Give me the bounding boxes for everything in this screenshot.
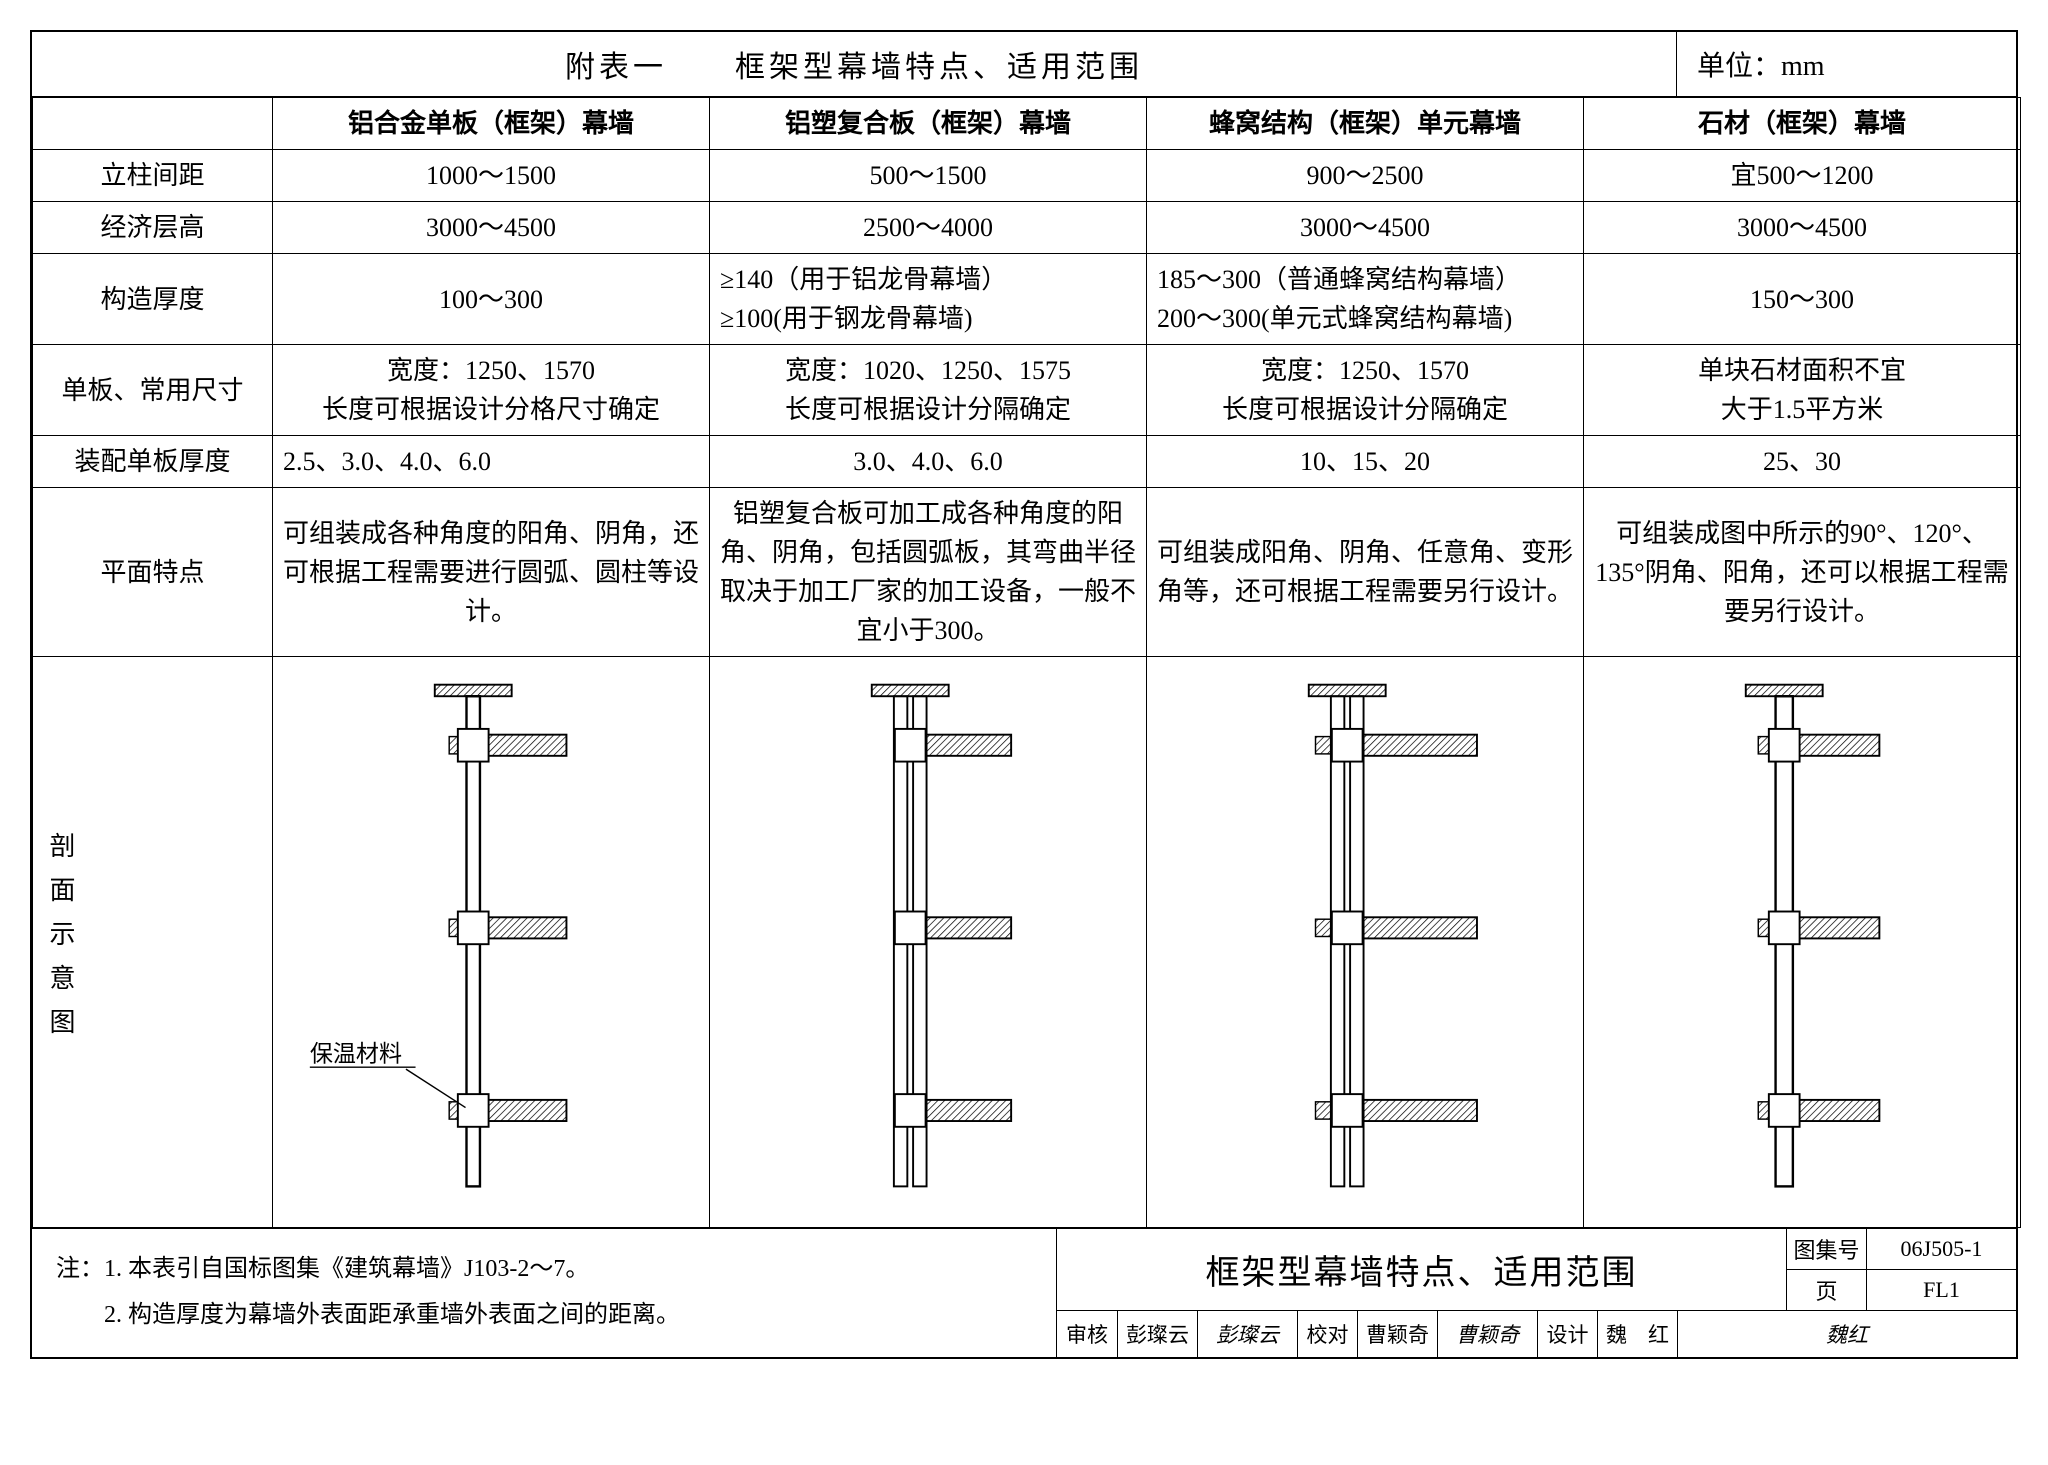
cell: 10、15、20 bbox=[1147, 436, 1584, 488]
approval-name: 魏 红 bbox=[1597, 1311, 1677, 1357]
cell: 可组装成图中所示的90°、120°、135°阴角、阳角，还可以根据工程需要另行设… bbox=[1584, 488, 2021, 657]
cell: 25、30 bbox=[1584, 436, 2021, 488]
row-label: 经济层高 bbox=[33, 202, 273, 254]
cell: 宽度：1250、1570 长度可根据设计分隔确定 bbox=[1147, 345, 1584, 436]
approval-role: 校对 bbox=[1297, 1311, 1357, 1357]
unit-label: 单位：mm bbox=[1676, 32, 2016, 96]
cell: 1000～1500 bbox=[273, 150, 710, 202]
cell: 铝塑复合板可加工成各种角度的阳角、阴角，包括圆弧板，其弯曲半径取决于加工厂家的加… bbox=[710, 488, 1147, 657]
section-svg-4 bbox=[1592, 663, 2012, 1210]
cell: 3000～4500 bbox=[1584, 202, 2021, 254]
cell: 3000～4500 bbox=[273, 202, 710, 254]
row-label: 单板、常用尺寸 bbox=[33, 345, 273, 436]
svg-text:保温材料: 保温材料 bbox=[310, 1040, 402, 1066]
cell: 宽度：1250、1570 长度可根据设计分格尺寸确定 bbox=[273, 345, 710, 436]
note-2: 2. 构造厚度为幕墙外表面距承重墙外表面之间的距离。 bbox=[56, 1293, 1032, 1339]
page-label: 页 bbox=[1787, 1270, 1867, 1310]
spec-table: 铝合金单板（框架）幕墙 铝塑复合板（框架）幕墙 蜂窝结构（框架）单元幕墙 石材（… bbox=[32, 97, 2021, 1228]
approval-sig: 彭璨云 bbox=[1197, 1311, 1297, 1357]
section-diagram-4 bbox=[1584, 657, 2021, 1228]
approval-sig: 魏红 bbox=[1677, 1311, 2016, 1357]
cell: 宜500～1200 bbox=[1584, 150, 2021, 202]
code-label: 图集号 bbox=[1787, 1229, 1867, 1269]
approval-row: 审核 彭璨云 彭璨云 校对 曹颖奇 曹颖奇 设计 魏 红 魏红 bbox=[1057, 1311, 2016, 1357]
row-label: 立柱间距 bbox=[33, 150, 273, 202]
cell: 3.0、4.0、6.0 bbox=[710, 436, 1147, 488]
approval-role: 审核 bbox=[1057, 1311, 1117, 1357]
code-value: 06J505-1 bbox=[1867, 1236, 2016, 1262]
title-block: 框架型幕墙特点、适用范围 图集号 06J505-1 页 FL1 审核 彭璨云 彭… bbox=[1056, 1229, 2016, 1357]
col-header-4: 石材（框架）幕墙 bbox=[1584, 98, 2021, 150]
cell: 185～300（普通蜂窝结构幕墙） 200～300(单元式蜂窝结构幕墙) bbox=[1147, 254, 1584, 345]
cell: 3000～4500 bbox=[1147, 202, 1584, 254]
row-thickness: 构造厚度 100～300 ≥140（用于铝龙骨幕墙） ≥100(用于钢龙骨幕墙)… bbox=[33, 254, 2021, 345]
approval-role: 设计 bbox=[1537, 1311, 1597, 1357]
header-columns-row: 铝合金单板（框架）幕墙 铝塑复合板（框架）幕墙 蜂窝结构（框架）单元幕墙 石材（… bbox=[33, 98, 2021, 150]
sheet-title: 附表一 框架型幕墙特点、适用范围 bbox=[32, 32, 1676, 96]
blank-header bbox=[33, 98, 273, 150]
row-label: 构造厚度 bbox=[33, 254, 273, 345]
row-panel-thickness: 装配单板厚度 2.5、3.0、4.0、6.0 3.0、4.0、6.0 10、15… bbox=[33, 436, 2021, 488]
header-row: 附表一 框架型幕墙特点、适用范围 单位：mm bbox=[32, 32, 2016, 97]
cell: 2500～4000 bbox=[710, 202, 1147, 254]
cell: ≥140（用于铝龙骨幕墙） ≥100(用于钢龙骨幕墙) bbox=[710, 254, 1147, 345]
approval-name: 彭璨云 bbox=[1117, 1311, 1197, 1357]
col-header-1: 铝合金单板（框架）幕墙 bbox=[273, 98, 710, 150]
cell: 100～300 bbox=[273, 254, 710, 345]
cell: 500～1500 bbox=[710, 150, 1147, 202]
approval-name: 曹颖奇 bbox=[1357, 1311, 1437, 1357]
col-header-2: 铝塑复合板（框架）幕墙 bbox=[710, 98, 1147, 150]
section-diagram-2 bbox=[710, 657, 1147, 1228]
col-header-3: 蜂窝结构（框架）单元幕墙 bbox=[1147, 98, 1584, 150]
footer: 注：1. 本表引自国标图集《建筑幕墙》J103-2～7。 2. 构造厚度为幕墙外… bbox=[32, 1228, 2016, 1357]
row-column-spacing: 立柱间距 1000～1500 500～1500 900～2500 宜500～12… bbox=[33, 150, 2021, 202]
section-svg-3 bbox=[1155, 663, 1575, 1210]
drawing-codes: 图集号 06J505-1 页 FL1 bbox=[1786, 1229, 2016, 1310]
section-svg-1: 保温材料 bbox=[281, 663, 701, 1210]
drawing-sheet: 附表一 框架型幕墙特点、适用范围 单位：mm 铝合金单板（框架）幕墙 铝塑复合板… bbox=[30, 30, 2018, 1359]
row-label: 装配单板厚度 bbox=[33, 436, 273, 488]
cell: 单块石材面积不宜 大于1.5平方米 bbox=[1584, 345, 2021, 436]
row-label: 平面特点 bbox=[33, 488, 273, 657]
section-diagram-3 bbox=[1147, 657, 1584, 1228]
section-svg-2 bbox=[718, 663, 1138, 1210]
note-1: 注：1. 本表引自国标图集《建筑幕墙》J103-2～7。 bbox=[56, 1247, 1032, 1293]
cell: 可组装成阳角、阴角、任意角、变形角等，还可根据工程需要另行设计。 bbox=[1147, 488, 1584, 657]
cell: 宽度：1020、1250、1575 长度可根据设计分隔确定 bbox=[710, 345, 1147, 436]
titleblock-top: 框架型幕墙特点、适用范围 图集号 06J505-1 页 FL1 bbox=[1057, 1229, 2016, 1311]
section-diagram-1: 保温材料 bbox=[273, 657, 710, 1228]
cell: 2.5、3.0、4.0、6.0 bbox=[273, 436, 710, 488]
page-value: FL1 bbox=[1867, 1277, 2016, 1303]
row-floor-height: 经济层高 3000～4500 2500～4000 3000～4500 3000～… bbox=[33, 202, 2021, 254]
row-label-vertical: 剖面示意图 bbox=[33, 657, 273, 1228]
cell: 可组装成各种角度的阳角、阴角，还可根据工程需要进行圆弧、圆柱等设计。 bbox=[273, 488, 710, 657]
notes: 注：1. 本表引自国标图集《建筑幕墙》J103-2～7。 2. 构造厚度为幕墙外… bbox=[32, 1229, 1056, 1357]
row-panel-size: 单板、常用尺寸 宽度：1250、1570 长度可根据设计分格尺寸确定 宽度：10… bbox=[33, 345, 2021, 436]
row-section-diagrams: 剖面示意图 保温材料 bbox=[33, 657, 2021, 1228]
approval-sig: 曹颖奇 bbox=[1437, 1311, 1537, 1357]
drawing-title: 框架型幕墙特点、适用范围 bbox=[1057, 1229, 1786, 1310]
row-plan-features: 平面特点 可组装成各种角度的阳角、阴角，还可根据工程需要进行圆弧、圆柱等设计。 … bbox=[33, 488, 2021, 657]
cell: 900～2500 bbox=[1147, 150, 1584, 202]
cell: 150～300 bbox=[1584, 254, 2021, 345]
